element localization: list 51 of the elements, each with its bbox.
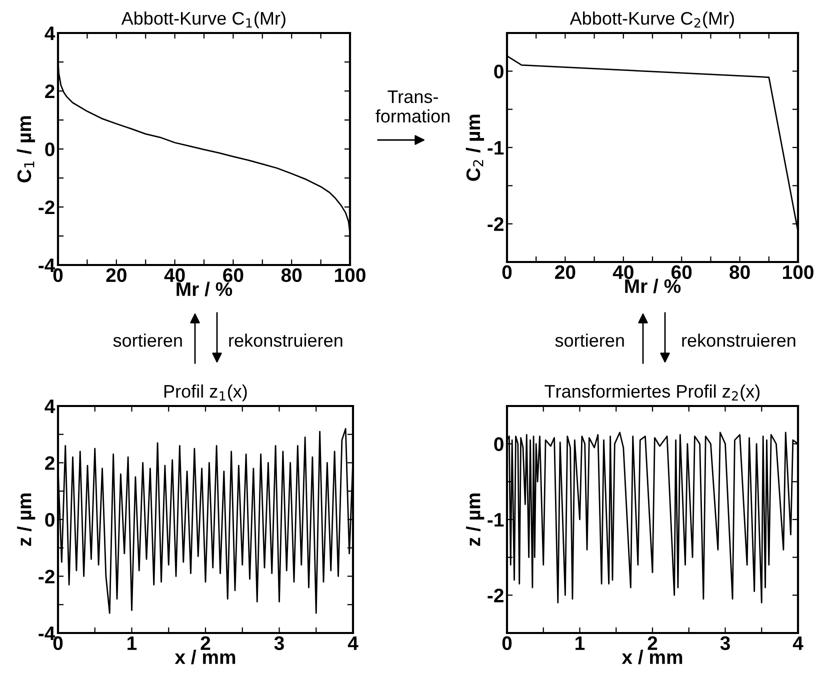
y-axis-title: z / µm xyxy=(466,493,484,546)
x-tick-label: 100 xyxy=(783,265,814,280)
text: sortieren xyxy=(555,334,624,347)
text: rekonstruieren xyxy=(682,334,796,347)
y-tick-label: -1 xyxy=(488,141,504,155)
x-axis-title: x / mm xyxy=(622,650,682,664)
chart-title: Abbott-Kurve C$_{2}$(Mr) xyxy=(570,11,734,28)
x-tick-label: 20 xyxy=(106,268,126,282)
x-axis-title: x / mm xyxy=(174,650,236,664)
x-tick-label: 60 xyxy=(223,268,244,282)
y-axis-title: z / µm xyxy=(17,493,36,546)
y-tick-label: -2 xyxy=(38,200,54,214)
x-tick-label: 3 xyxy=(720,636,730,650)
y-tick-label: 2 xyxy=(45,456,54,470)
y-tick-label: -4 xyxy=(38,626,56,640)
x-tick-label: 1 xyxy=(576,636,585,650)
y-tick-label: 0 xyxy=(494,437,504,452)
y-tick-label: -4 xyxy=(38,258,56,272)
text: sortieren xyxy=(113,334,182,347)
y-tick-label: 2 xyxy=(45,84,54,98)
x-tick-label: 60 xyxy=(672,265,692,280)
chart-title: Abbott-Kurve C$_{1}$(Mr) xyxy=(121,11,286,28)
text: Trans- formation xyxy=(376,90,450,123)
y-tick-label: -1 xyxy=(488,513,504,527)
x-tick-label: 1 xyxy=(128,636,137,650)
x-tick-label: 2 xyxy=(200,636,210,650)
y-tick-label: 0 xyxy=(45,512,54,527)
x-tick-label: 20 xyxy=(555,265,576,280)
x-tick-label: 40 xyxy=(612,265,634,280)
chart-title: Transformiertes Profil z$_{2}$(x) xyxy=(544,384,760,402)
x-tick-label: 40 xyxy=(164,268,185,282)
y-tick-label: -2 xyxy=(38,570,54,584)
y-tick-label: 4 xyxy=(44,400,56,414)
y-axis-title: C$_{1}$ / µm xyxy=(16,116,36,182)
x-tick-label: 100 xyxy=(335,268,366,282)
y-tick-label: 4 xyxy=(44,26,56,40)
x-axis-title: Mr / % xyxy=(176,282,232,296)
x-tick-label: 80 xyxy=(730,265,750,280)
x-tick-label: 4 xyxy=(792,636,804,650)
x-tick-label: 80 xyxy=(281,268,302,282)
text: rekonstruieren xyxy=(229,334,342,347)
x-axis-title: Mr / % xyxy=(625,278,681,294)
y-tick-label: 0 xyxy=(45,142,54,156)
y-tick-label: -2 xyxy=(488,217,504,231)
x-tick-label: 2 xyxy=(648,636,658,650)
y-axis-title: C$_{2}$ / µm xyxy=(466,114,484,181)
x-tick-label: 3 xyxy=(274,636,284,650)
chart-title: Profil z$_{1}$(x) xyxy=(164,384,247,402)
y-tick-label: 0 xyxy=(494,64,504,78)
x-tick-label: 4 xyxy=(348,636,358,650)
y-tick-label: -2 xyxy=(488,588,504,602)
